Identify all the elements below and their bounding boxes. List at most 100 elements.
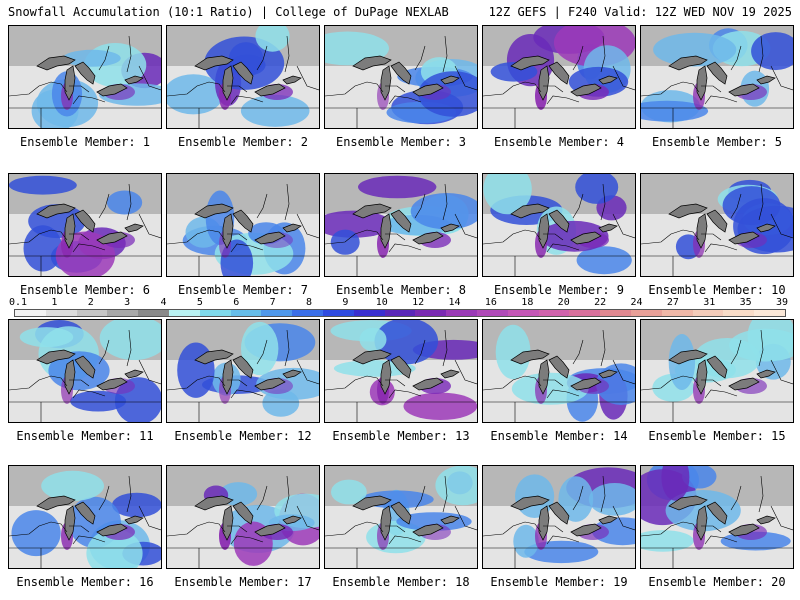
snow-band — [403, 392, 477, 420]
colorbar-swatch — [630, 310, 662, 316]
colorbar-swatch — [107, 310, 139, 316]
colorbar-tick: 31 — [703, 297, 716, 308]
colorbar-swatch — [446, 310, 477, 316]
colorbar-tick: 6 — [233, 297, 240, 308]
ensemble-member-label: Ensemble Member: 8 — [335, 283, 467, 297]
colorbar-tick: 1 — [51, 297, 58, 308]
ensemble-member-map — [640, 25, 794, 129]
borders — [325, 35, 477, 128]
ensemble-member-label: Ensemble Member: 5 — [651, 135, 783, 149]
snow-band — [107, 190, 143, 215]
snow-band — [661, 466, 690, 501]
snow-band — [513, 524, 539, 558]
colorbar-swatch — [292, 310, 323, 316]
ensemble-member-map — [482, 319, 636, 423]
map-svg — [9, 320, 161, 422]
snowfall-colorbar — [14, 309, 786, 317]
ensemble-member-label: Ensemble Member: 17 — [174, 575, 312, 589]
snow-band — [495, 324, 531, 380]
great-lakes — [668, 203, 776, 249]
colorbar-swatch — [168, 310, 200, 316]
colorbar-swatch — [600, 310, 631, 316]
map-svg — [9, 174, 161, 276]
borders — [483, 35, 635, 128]
snow-band — [694, 338, 761, 379]
borders — [167, 329, 319, 422]
colorbar-swatch — [138, 310, 169, 316]
ensemble-member-map — [8, 465, 162, 569]
great-lakes — [668, 349, 776, 395]
colorbar-tick: 12 — [412, 297, 425, 308]
colorbar-swatch — [384, 310, 416, 316]
colorbar-tick: 14 — [448, 297, 461, 308]
ensemble-member-label: Ensemble Member: 20 — [648, 575, 786, 589]
ensemble-member-label: Ensemble Member: 6 — [19, 283, 151, 297]
colorbar-tick: 27 — [666, 297, 679, 308]
colorbar-swatch — [15, 310, 46, 316]
colorbar-swatch — [261, 310, 293, 316]
colorbar-swatch — [692, 310, 724, 316]
ensemble-member-map — [482, 465, 636, 569]
snow-band — [653, 32, 737, 67]
snow-band — [682, 466, 717, 489]
great-lakes — [510, 495, 618, 541]
borders — [9, 329, 161, 422]
map-svg — [167, 174, 319, 276]
snow-band — [358, 175, 437, 199]
ensemble-member-map — [166, 319, 320, 423]
colorbar-tick: 20 — [557, 297, 570, 308]
ensemble-member-map — [482, 173, 636, 277]
ensemble-member-map — [640, 465, 794, 569]
great-lakes — [36, 349, 144, 395]
map-svg — [641, 26, 793, 128]
ensemble-member-label: Ensemble Member: 2 — [177, 135, 309, 149]
borders — [483, 475, 635, 568]
map-svg — [325, 320, 477, 422]
ensemble-member-label: Ensemble Member: 18 — [332, 575, 470, 589]
great-lakes — [352, 55, 460, 101]
snow-band — [241, 321, 279, 376]
borders — [9, 35, 161, 128]
snow-band — [331, 479, 367, 505]
colorbar-tick: 35 — [739, 297, 752, 308]
great-lakes — [352, 349, 460, 395]
snow-band — [641, 530, 694, 552]
colorbar-tick: 8 — [306, 297, 313, 308]
ensemble-member-label: Ensemble Member: 3 — [335, 135, 467, 149]
snow-band — [23, 225, 63, 272]
borders — [167, 183, 319, 276]
great-lakes — [510, 203, 618, 249]
colorbar-tick: 9 — [342, 297, 349, 308]
borders — [641, 35, 793, 128]
map-svg — [9, 466, 161, 568]
ensemble-member-map — [8, 25, 162, 129]
colorbar-tick: 24 — [630, 297, 643, 308]
map-svg — [641, 320, 793, 422]
ensemble-member-label: Ensemble Member: 9 — [493, 283, 625, 297]
borders — [483, 329, 635, 422]
ensemble-member-map — [166, 25, 320, 129]
map-svg — [167, 320, 319, 422]
great-lakes — [194, 55, 302, 101]
great-lakes — [668, 495, 776, 541]
ensemble-member-label: Ensemble Member: 7 — [177, 283, 309, 297]
ensemble-member-map — [324, 465, 478, 569]
ensemble-member-map — [324, 173, 478, 277]
colorbar-swatch — [45, 310, 77, 316]
ensemble-member-map — [640, 319, 794, 423]
snow-band — [167, 74, 224, 115]
ensemble-member-label: Ensemble Member: 1 — [19, 135, 151, 149]
colorbar-tick: 22 — [594, 297, 607, 308]
snow-band — [19, 327, 74, 348]
snow-band — [575, 174, 619, 204]
colorbar-swatch — [76, 310, 108, 316]
snow-band — [588, 483, 635, 516]
snow-band — [41, 470, 104, 501]
great-lakes — [510, 55, 618, 101]
great-lakes — [194, 349, 302, 395]
colorbar-swatch — [569, 310, 601, 316]
borders — [167, 475, 319, 568]
borders — [325, 329, 477, 422]
map-title: Snowfall Accumulation (10:1 Ratio) | Col… — [8, 5, 449, 19]
ensemble-member-map — [166, 173, 320, 277]
